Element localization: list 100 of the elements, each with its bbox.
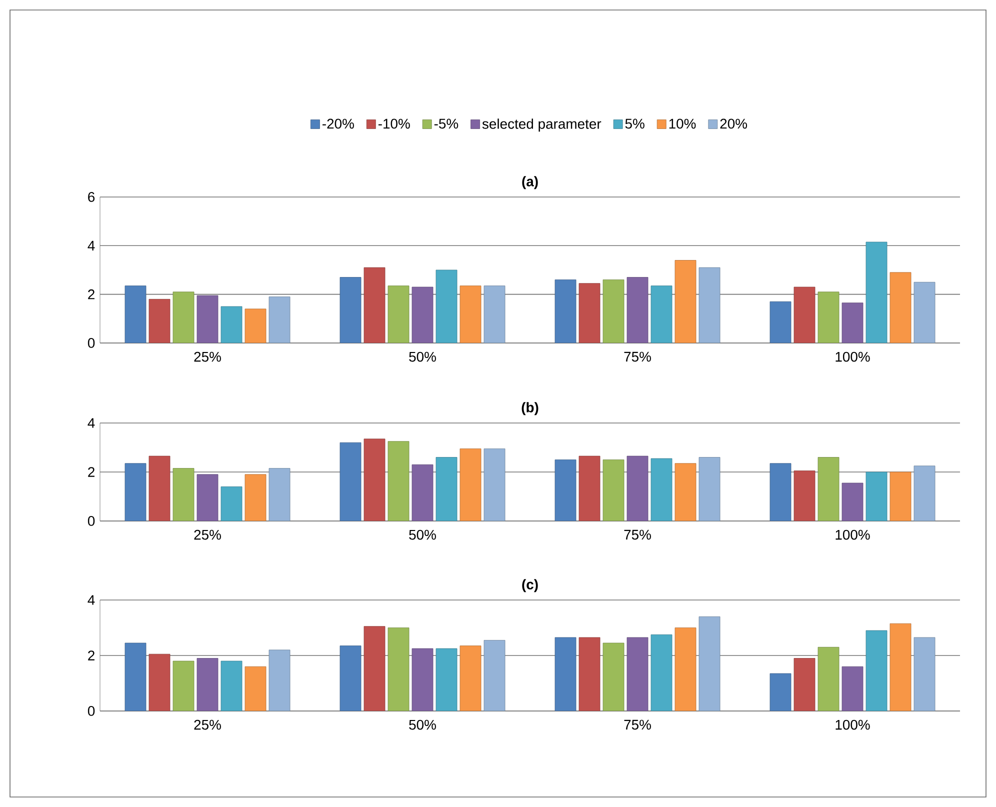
y-tick-label: 4 [88, 240, 95, 250]
legend-label: -10% [378, 118, 410, 129]
bar [794, 470, 816, 521]
y-tick-label: 6 [88, 192, 95, 202]
y-tick-label: 0 [88, 706, 95, 716]
y-tick-label: 4 [88, 418, 95, 428]
bar [770, 301, 792, 343]
bar [578, 637, 600, 711]
bar [842, 482, 864, 521]
bar [148, 654, 170, 711]
bar [914, 282, 936, 343]
bar [364, 267, 386, 343]
bar [554, 637, 576, 711]
bar [220, 306, 242, 343]
bar [674, 260, 696, 343]
bar [460, 286, 482, 343]
bar [436, 270, 458, 343]
legend-label: -20% [322, 118, 354, 129]
bar [436, 457, 458, 521]
chart-title: (a) [522, 176, 538, 190]
legend-label: -5% [434, 118, 458, 129]
bar [172, 468, 194, 521]
bar [460, 646, 482, 711]
bar [674, 463, 696, 521]
bar [626, 637, 648, 711]
bar [268, 650, 290, 711]
y-tick-label: 2 [88, 289, 94, 300]
legend-label: 20% [720, 118, 748, 129]
bar [388, 441, 410, 521]
bar [340, 646, 362, 711]
bar [388, 628, 410, 711]
x-tick-label: 50% [409, 352, 436, 362]
bar [650, 458, 672, 521]
bar [698, 457, 720, 521]
bar [220, 660, 242, 711]
bar [914, 637, 936, 711]
bar [460, 448, 482, 521]
x-tick-label: 75% [624, 720, 651, 730]
legend-label: 5% [625, 118, 644, 129]
x-tick-label: 25% [194, 352, 221, 362]
x-tick-label: 100% [836, 352, 870, 362]
bar [244, 666, 266, 711]
bar [818, 646, 840, 711]
bar [842, 666, 864, 711]
bar [484, 448, 506, 521]
bar [124, 463, 146, 521]
bar [866, 472, 888, 521]
bar [148, 298, 170, 343]
bar [698, 267, 720, 343]
x-tick-label: 100% [836, 530, 870, 540]
bar [268, 296, 290, 343]
bar [650, 634, 672, 711]
x-tick-label: 75% [624, 530, 651, 540]
bar [340, 442, 362, 521]
bar [578, 283, 600, 343]
legend-label: 10% [669, 118, 696, 129]
y-tick-label: 0 [88, 516, 95, 526]
bar [602, 460, 624, 521]
x-tick-label: 75% [624, 352, 651, 362]
bar [554, 280, 576, 343]
bar [268, 468, 290, 521]
x-tick-label: 25% [194, 720, 221, 730]
x-tick-label: 100% [836, 720, 870, 730]
bar [842, 302, 864, 343]
bar [794, 658, 816, 711]
bar [674, 628, 696, 711]
bar [124, 286, 146, 343]
bar [650, 286, 672, 343]
bar [412, 286, 434, 343]
bar [148, 456, 170, 521]
bar [388, 286, 410, 343]
x-tick-label: 25% [194, 530, 221, 540]
bar [196, 474, 218, 521]
bar [172, 292, 194, 343]
bar [698, 616, 720, 711]
bar [412, 648, 434, 711]
y-tick-label: 2 [88, 467, 94, 477]
bar [890, 472, 912, 521]
bar [890, 623, 912, 711]
chart-title: (c) [522, 579, 538, 592]
bar [244, 308, 266, 343]
bar [890, 272, 912, 343]
bar [866, 242, 888, 343]
bar [220, 486, 242, 521]
bar [818, 457, 840, 521]
x-tick-label: 50% [409, 720, 436, 730]
bar [626, 456, 648, 521]
bar [172, 660, 194, 711]
bar [412, 464, 434, 521]
bar [484, 286, 506, 343]
y-tick-label: 2 [88, 650, 94, 660]
bar [602, 280, 624, 343]
y-tick-label: 4 [88, 595, 95, 605]
bar [340, 277, 362, 343]
legend-label: selected parameter [482, 118, 602, 132]
bar [436, 648, 458, 711]
bar [364, 626, 386, 711]
bar [866, 630, 888, 711]
bar [124, 642, 146, 711]
bar [770, 673, 792, 711]
